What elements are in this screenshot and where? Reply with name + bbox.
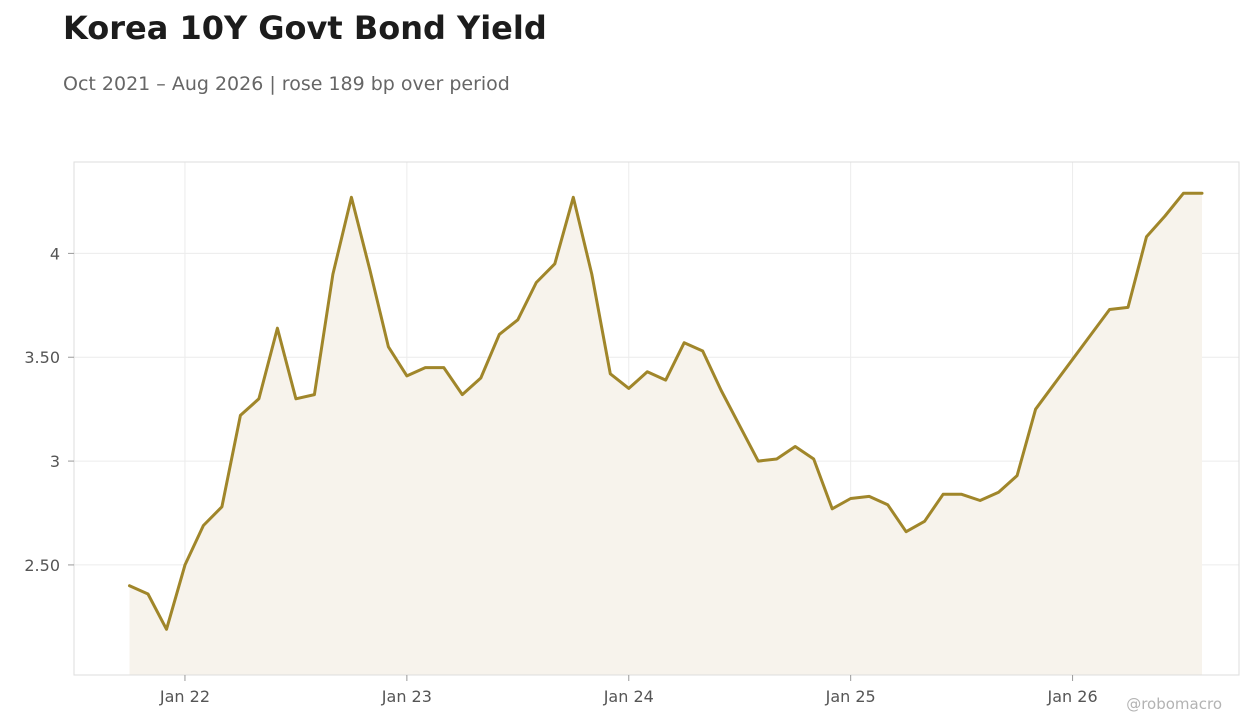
series-line — [128, 191, 1204, 631]
y-tick-label: 4 — [50, 244, 60, 263]
y-tick-label: 2.50 — [24, 556, 60, 575]
chart-title: Korea 10Y Govt Bond Yield — [63, 9, 547, 47]
y-tick-label: 3.50 — [24, 348, 60, 367]
y-tick-label: 3 — [50, 452, 60, 471]
area-fill — [129, 193, 1202, 675]
x-tick-label: Jan 25 — [825, 687, 876, 706]
plot-frame — [73, 161, 1240, 676]
credit-watermark: @robomacro — [1126, 695, 1222, 713]
tick-labels: 2.50 3 3.50 4 Jan 22 Jan 23 Jan 24 Jan 25 Jan 26 — [24, 244, 1097, 706]
x-tick-label: Jan 26 — [1047, 687, 1098, 706]
x-tick-label: Jan 22 — [159, 687, 210, 706]
x-tick-label: Jan 23 — [381, 687, 432, 706]
x-tick-label: Jan 24 — [603, 687, 654, 706]
chart-subtitle: Oct 2021 – Aug 2026 | rose 189 bp over p… — [63, 73, 510, 95]
